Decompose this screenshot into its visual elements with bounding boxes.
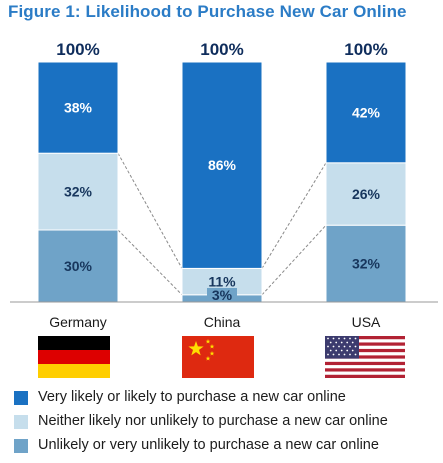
chart-title: Figure 1: Likelihood to Purchase New Car… (8, 2, 407, 21)
usa-flag-icon (325, 336, 405, 378)
bar-value-label: 26% (352, 186, 381, 202)
legend-swatch (14, 439, 28, 453)
connector-lines (117, 152, 327, 296)
total-label: 100% (56, 40, 99, 59)
connector-line (117, 152, 183, 269)
total-label: 100% (344, 40, 387, 59)
bar-value-label: 3% (212, 287, 233, 303)
bar-segment (37, 61, 119, 154)
legend-label: Neither likely nor unlikely to purchase … (38, 413, 388, 429)
legend-swatch (14, 415, 28, 429)
bar-segment (181, 61, 263, 269)
bar-segment (37, 152, 119, 231)
bar-value-label: 86% (208, 157, 237, 173)
bar-segment (37, 229, 119, 303)
connector-line (117, 229, 183, 296)
category-label: China (204, 314, 241, 330)
legend-label: Very likely or likely to purchase a new … (38, 389, 346, 405)
bar-value-label: 30% (64, 258, 93, 274)
total-label: 100% (200, 40, 243, 59)
connector-line (261, 224, 327, 296)
bar-value-label: 38% (64, 100, 93, 116)
bar-segment (325, 61, 407, 164)
stacked-bar-chart: 30% 32% 38% 100% 3%11% 86% 100% 32% 26% 42% 100% G… (10, 40, 438, 330)
germany-flag-icon (38, 336, 110, 378)
bar-value-label: 32% (352, 256, 381, 272)
value-labels: 30% 32% 38% 100% 3%11% 86% 100% 32% 26% 42% 100% (56, 40, 387, 303)
china-flag-icon (182, 336, 254, 378)
bar-value-label: 11% (208, 274, 236, 290)
legend-swatch (14, 391, 28, 405)
bar-segment (325, 224, 407, 303)
bar-value-label: 42% (352, 104, 381, 120)
bar-value-label: 32% (64, 184, 93, 200)
category-label: Germany (49, 314, 107, 330)
bars (37, 61, 407, 303)
connector-line (261, 162, 327, 269)
category-labels: Germany China USA (49, 314, 381, 330)
legend-label: Unlikely or very unlikely to purchase a … (38, 437, 379, 453)
small-label-bg (207, 288, 237, 302)
category-label: USA (352, 314, 381, 330)
